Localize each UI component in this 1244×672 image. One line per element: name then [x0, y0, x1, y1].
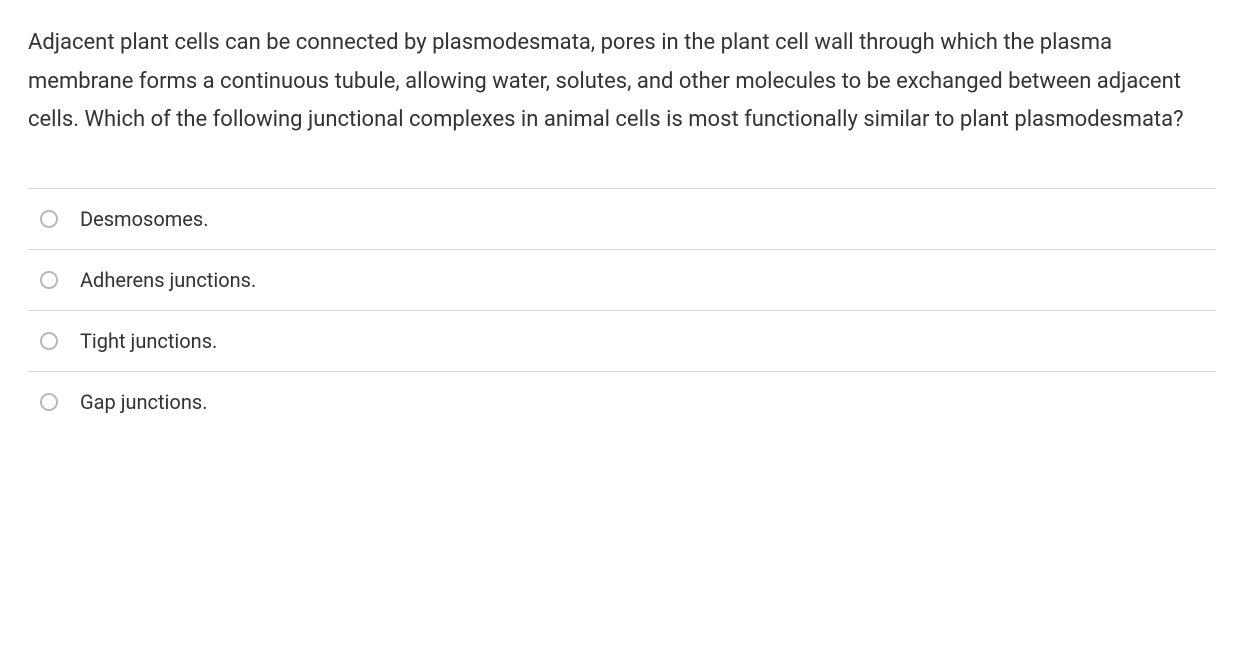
radio-icon[interactable]	[40, 393, 58, 411]
question-text: Adjacent plant cells can be connected by…	[28, 24, 1216, 140]
option-label: Tight junctions.	[80, 329, 217, 353]
question-container: Adjacent plant cells can be connected by…	[28, 24, 1216, 432]
radio-icon[interactable]	[40, 271, 58, 289]
radio-icon[interactable]	[40, 210, 58, 228]
option-row[interactable]: Gap junctions.	[28, 371, 1216, 432]
option-label: Adherens junctions.	[80, 268, 256, 292]
radio-icon[interactable]	[40, 332, 58, 350]
option-row[interactable]: Adherens junctions.	[28, 249, 1216, 310]
option-label: Gap junctions.	[80, 390, 207, 414]
option-row[interactable]: Desmosomes.	[28, 188, 1216, 249]
option-row[interactable]: Tight junctions.	[28, 310, 1216, 371]
options-list: Desmosomes. Adherens junctions. Tight ju…	[28, 188, 1216, 432]
option-label: Desmosomes.	[80, 207, 208, 231]
